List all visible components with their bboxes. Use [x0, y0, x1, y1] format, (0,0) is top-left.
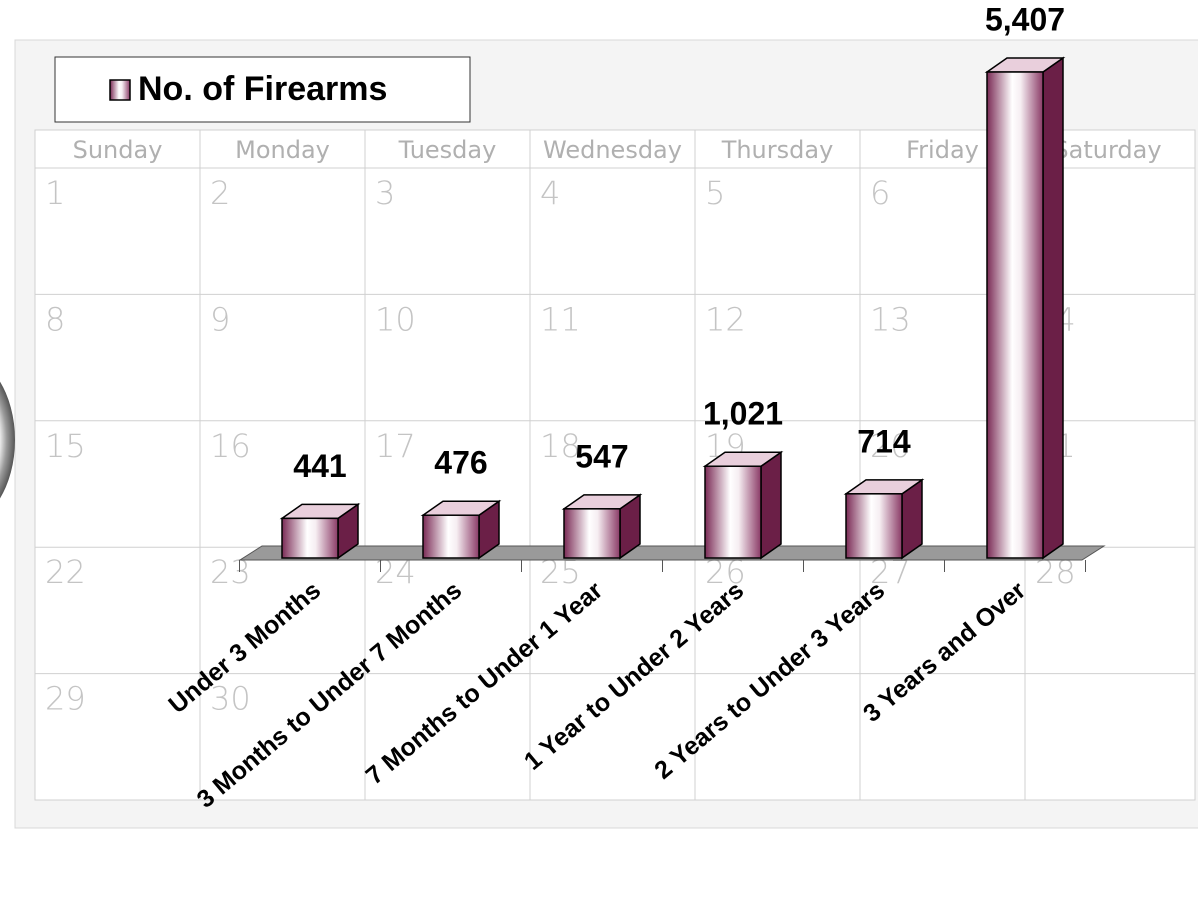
day-number: 29 [45, 680, 86, 718]
value-label: 476 [434, 445, 487, 481]
day-number: 13 [870, 300, 911, 338]
bar [561, 493, 643, 560]
bar-front [704, 465, 762, 559]
day-number: 15 [45, 427, 86, 465]
bar [702, 450, 784, 560]
calendar-grid: Sunday Monday Tuesday Wednesday Thursday Frid… [35, 130, 1195, 800]
bar [843, 478, 925, 560]
weekday-label: Tuesday [398, 136, 497, 164]
value-label: 1,021 [703, 396, 783, 432]
bar-front [422, 514, 480, 559]
bar-side [1042, 56, 1064, 560]
chart-floor [238, 545, 1106, 561]
day-number: 5 [705, 174, 725, 212]
weekday-label: Friday [906, 136, 979, 164]
weekday-label: Thursday [721, 136, 834, 164]
day-number: 3 [375, 174, 395, 212]
day-number: 20 [870, 427, 911, 465]
day-number: 1 [45, 174, 65, 212]
day-number: 18 [540, 427, 581, 465]
day-number: 16 [210, 427, 251, 465]
weekday-label: Wednesday [543, 136, 682, 164]
bar [279, 502, 361, 560]
day-number: 9 [210, 300, 230, 338]
day-number: 30 [210, 680, 251, 718]
value-label: 714 [857, 423, 911, 459]
value-label: 441 [293, 448, 346, 484]
day-number: 8 [45, 300, 65, 338]
binder-ring [0, 381, 15, 499]
bar-front [563, 508, 621, 559]
weekday-label: Saturday [1053, 136, 1161, 164]
day-number: 22 [45, 553, 86, 591]
bar-front [281, 517, 339, 559]
value-label: 547 [575, 438, 628, 474]
legend-swatch [109, 79, 131, 101]
value-label: 5,407 [985, 1, 1065, 37]
day-number: 4 [540, 174, 560, 212]
day-number: 2 [210, 174, 230, 212]
bar-front [986, 71, 1044, 559]
weekday-label: Monday [235, 136, 330, 164]
floor-ticks [239, 560, 1086, 572]
legend-label: No. of Firearms [138, 70, 387, 108]
bar [984, 56, 1066, 560]
day-number: 6 [870, 174, 890, 212]
bar-front [845, 493, 903, 559]
day-number: 10 [375, 300, 416, 338]
weekday-label: Sunday [73, 136, 163, 164]
bar-side [760, 450, 782, 560]
day-number: 12 [705, 300, 746, 338]
day-number: 17 [375, 427, 416, 465]
bar [420, 499, 502, 560]
day-number: 11 [540, 300, 581, 338]
